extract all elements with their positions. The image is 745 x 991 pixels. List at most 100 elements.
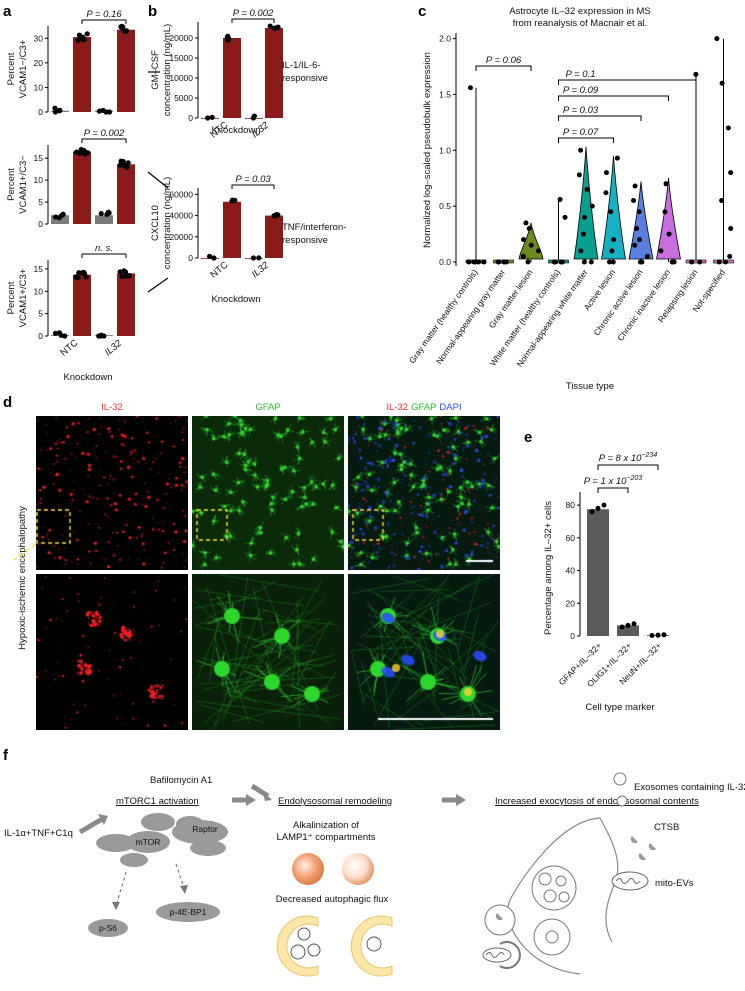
y-tick-label: 30 [34,33,44,43]
data-point [697,259,703,265]
data-point [275,24,281,30]
exosome-icon [555,875,567,887]
data-point [728,225,734,231]
mito-evs-label: mito-EVs [655,878,694,889]
significance-bracket [558,137,614,143]
data-point [83,274,89,280]
y-tick-label: 10000 [169,73,193,83]
data-point [607,259,613,265]
data-point [689,259,695,265]
vesicle-icon [297,927,311,941]
data-point [649,633,655,639]
data-point [576,172,582,178]
step-mtorc1-label: mTORC1 activation [116,796,199,807]
y-tick-label: 10 [34,175,44,185]
data-point [625,622,631,628]
y-axis-label: concentration (ng/mL) [162,177,173,269]
y-tick-label: 5 [38,197,43,207]
data-point [56,108,62,114]
significance-label: P = 0.03 [563,105,599,116]
significance-bracket [81,19,127,24]
sig-base: P = 1 x 10 [584,476,627,487]
significance-bracket [558,95,669,101]
significance-label: P = 0.16 [86,9,122,20]
ctsb-icon [495,913,503,921]
data-point [117,162,123,168]
data-point [639,259,645,265]
ctsb-icon [630,836,638,844]
data-point [52,330,59,336]
data-point [634,225,640,231]
panel-c-chart: 0.0 0.5 1.0 1.5 2.0 Normalized log–scaled pse… [407,33,734,369]
y-axis-label: concentration (ng/mL) [162,24,173,116]
alkalinized-lysosome-icon [342,853,374,885]
data-point [76,270,82,276]
significance-label: P = 0.03 [235,174,271,185]
data-point [98,333,104,339]
y-axis-label: Percent [6,52,17,85]
y-axis-label: Percent [6,281,17,314]
y-axis-label: Percentage among IL–32+ cells [543,501,554,635]
data-point [520,253,526,259]
data-point [578,248,584,254]
complex-subunit [190,840,226,856]
panel-b-group-label-1: IL-1/IL-6- [282,60,321,71]
panel-d-gfap-title: GFAP [255,402,280,413]
data-point [62,333,68,339]
data-point [608,209,614,215]
acidic-lysosome-icon [292,853,324,885]
connector-line [147,277,169,293]
data-point [52,105,58,111]
data-point [205,115,211,121]
panel-d-il32-title: IL-32 [101,402,123,413]
data-point [521,237,527,243]
panel-d-merge-title: IL-32 GFAP DAPI [386,402,461,413]
data-point [644,253,650,259]
y-tick-label: 20000 [169,33,193,43]
y-tick-label: 0 [38,331,43,341]
stimulus-label: IL-1α+TNF+C1q [4,828,73,839]
merge-gfap-label: GFAP [411,402,436,413]
data-point [595,505,601,511]
y-tick-label: 15 [34,153,44,163]
x-axis-label: Cell type marker [585,702,654,713]
significance-label: P = 0.09 [563,85,599,96]
data-point [661,632,667,638]
panel-letter-d: d [3,394,12,411]
significance-bracket [597,464,659,470]
autophagosome-icon [350,915,393,977]
data-point [528,242,534,248]
data-point [636,237,642,243]
violin [685,259,707,264]
data-point [725,125,731,131]
significance-label: P = 1 x 10−203 [584,475,643,487]
data-point [56,215,63,221]
significance-bracket [231,184,275,189]
y-axis-label: VCAM1+/C3− [18,155,29,214]
exosome-icon [538,872,552,886]
panel-c-xlabel: Tissue type [566,381,614,392]
panel-b-group-label-2b: responsive [282,235,328,246]
y-tick-label: 80 [566,500,576,510]
data-point [728,170,734,176]
data-point [578,147,584,153]
data-point [275,212,281,218]
bar [223,38,241,118]
data-point [562,214,568,220]
p4ebp1-label: p-4E-BP1 [170,907,207,917]
data-point [614,155,620,161]
sig-exponent: −203 [626,475,642,482]
data-point [601,502,607,508]
data-point [693,71,699,77]
data-point [98,210,104,217]
data-point [525,259,531,265]
step-endolysosomal-label: Endolysosomal remodeling [278,796,392,807]
dashed-arrow [115,871,127,907]
data-point [501,259,507,265]
data-point [476,259,482,265]
data-point [610,259,616,265]
data-point [662,209,668,215]
data-point [523,220,529,226]
y-tick-label: 60 [566,533,576,543]
